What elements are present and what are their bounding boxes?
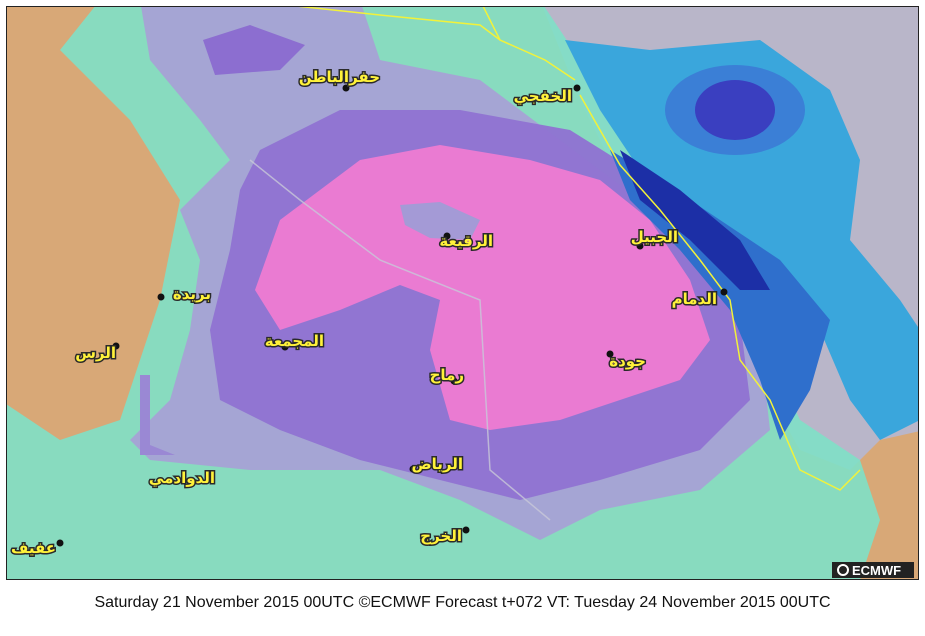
city-dot — [720, 288, 728, 296]
city-dot — [462, 526, 470, 534]
city-dot — [281, 343, 289, 351]
city-dot — [157, 293, 165, 301]
city-label: بريدة — [173, 285, 211, 303]
city-dot — [606, 350, 614, 358]
logo-mark — [837, 564, 849, 576]
contour-sea-max — [620, 150, 770, 290]
city-dot — [56, 539, 64, 547]
map-layers — [7, 7, 918, 579]
city-label: الدمام — [672, 290, 717, 308]
contour-sea-high — [610, 150, 830, 440]
logo: ECMWF — [832, 562, 914, 578]
logo-text: ECMWF — [852, 563, 901, 578]
city-dot — [409, 465, 417, 473]
city-label: عفيف — [11, 539, 56, 557]
city-dot — [573, 84, 581, 92]
city-dot — [112, 342, 120, 350]
border — [482, 7, 576, 81]
city-label: رماح — [430, 366, 464, 384]
city-label: جودة — [609, 352, 646, 370]
city-label: الجبيل — [631, 228, 678, 246]
contour-sea-cell-core — [695, 80, 775, 140]
city-label: المجمعة — [265, 332, 324, 350]
border — [298, 7, 501, 41]
road — [249, 159, 551, 521]
city-label: الخفجي — [514, 87, 572, 105]
city-label: الرياض — [411, 455, 463, 473]
city-label: الرس — [75, 344, 116, 362]
contour-max — [255, 145, 710, 430]
contour-strip — [140, 375, 175, 455]
city-dot — [342, 84, 350, 92]
coastline — [579, 94, 861, 491]
city-label: الخرج — [420, 527, 462, 545]
city-label: حفرالباطن — [299, 68, 380, 86]
city-dot — [636, 242, 644, 250]
caption: Saturday 21 November 2015 00UTC ©ECMWF F… — [94, 594, 831, 611]
city-dot — [450, 377, 458, 385]
city-label: الدوادمي — [149, 469, 215, 487]
contour-hole — [400, 202, 480, 240]
logo-background — [832, 562, 914, 578]
map: ECMWF حفرالباطن الخفجي الرقيعة الجبيل الدمام… — [6, 6, 919, 580]
map-frame — [6, 6, 919, 580]
city-label: الرقيعة — [439, 232, 493, 250]
city-dot — [443, 232, 451, 240]
contour-cell — [203, 25, 305, 75]
